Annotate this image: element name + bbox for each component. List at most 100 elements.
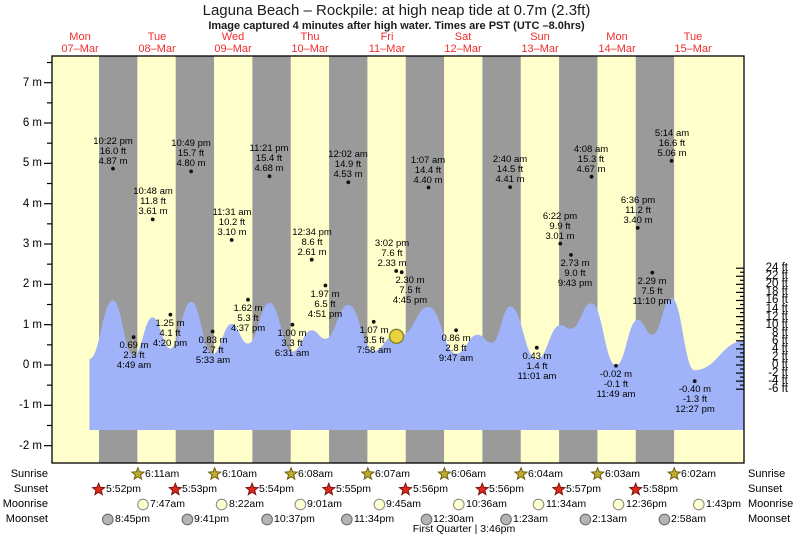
axis-label-right: 14 ft	[765, 303, 788, 315]
current-time-marker	[388, 328, 405, 344]
moonrise-circle-icon	[692, 498, 705, 511]
moonset-circle-icon	[579, 513, 592, 526]
tide-annotation: 2.73 m 9.0 ft 9:43 pm	[557, 258, 593, 289]
axis-label-right: 6 ft	[772, 335, 788, 347]
tide-annotation: 10:49 pm 15.7 ft 4.80 m	[171, 138, 211, 169]
tide-dot	[394, 269, 399, 273]
day-label: Wed 09–Mar	[214, 31, 252, 55]
moon-phase-text: First Quarter | 3:46pm	[412, 523, 516, 535]
tide-annotation: 10:48 am 11.8 ft 3.61 m	[133, 186, 173, 217]
day-label: Mon 14–Mar	[598, 31, 636, 55]
page-subtitle: Image captured 4 minutes after high wate…	[208, 20, 585, 32]
axis-label-right: 22 ft	[765, 270, 788, 282]
row-label-sunrise-left: Sunrise	[10, 468, 48, 480]
sun-moon-time: 6:06am	[451, 468, 487, 480]
moonset-circle-icon	[261, 513, 273, 526]
sun-moon-time: 6:08am	[298, 468, 334, 480]
day-label: Mon 07–Mar	[61, 31, 99, 55]
sunrise-star-icon	[437, 466, 452, 481]
sun-moon-time: 5:56pm	[413, 483, 449, 495]
tide-dot	[131, 335, 136, 340]
moonset-circle-icon	[500, 513, 512, 526]
tide-dot	[635, 226, 640, 230]
axis-label-right: 16 ft	[765, 294, 788, 306]
axis-label-right: 12 ft	[765, 311, 788, 323]
tide-dot	[534, 345, 539, 350]
sun-moon-time: 6:10am	[222, 468, 258, 480]
tide-curve	[89, 298, 745, 430]
tide-annotation: 11:21 pm 15.4 ft 4.68 m	[249, 143, 289, 174]
axis-label-left: 7 m	[22, 77, 42, 89]
tide-dot	[346, 180, 351, 185]
axis-label-right: 10 ft	[765, 319, 788, 331]
sun-moon-time: 6:11am	[145, 468, 180, 480]
sunset-star-icon	[244, 481, 260, 496]
tide-annotation: 5:14 am 16.6 ft 5.06 m	[654, 128, 690, 159]
tide-annotation: 0.86 m 2.8 ft 9:47 am	[438, 333, 474, 364]
moonset-circle-icon	[181, 513, 194, 526]
tide-dot	[150, 217, 155, 222]
sunrise-star-icon	[666, 466, 682, 481]
sunset-star-icon	[551, 481, 567, 496]
tide-annotation: 11:31 am 10.2 ft 3.10 m	[212, 207, 252, 238]
axis-label-left: -1 m	[19, 399, 42, 411]
axis-label-right: -6 ft	[768, 383, 788, 395]
tide-dot	[246, 297, 250, 302]
sun-moon-time: 8:45pm	[115, 513, 151, 525]
tide-annotation: 0.69 m 2.3 ft 4:49 am	[116, 340, 152, 371]
tide-dot	[508, 185, 512, 190]
day-label: Tue 08–Mar	[138, 31, 176, 55]
tide-annotation: 6:36 pm 11.2 ft 3.40 m	[620, 195, 656, 226]
tide-dot	[290, 322, 295, 327]
tide-dot	[614, 363, 618, 368]
row-label-moonset-right: Moonset	[748, 513, 791, 525]
day-label: Sun 13–Mar	[521, 31, 559, 55]
sun-moon-time: 5:52pm	[106, 483, 142, 495]
sunrise-star-icon	[130, 466, 146, 481]
tide-annotation: 1.62 m 5.3 ft 4:37 pm	[230, 303, 266, 334]
tide-annotation: 12:34 pm 8.6 ft 2.61 m	[292, 227, 332, 258]
tide-dot	[229, 238, 234, 242]
row-label-sunset-right: Sunset	[748, 483, 783, 495]
moonrise-circle-icon	[294, 498, 307, 511]
tide-dot	[210, 329, 215, 334]
sun-moon-time: 9:41pm	[194, 513, 230, 525]
day-label: Thu 10–Mar	[291, 31, 329, 55]
moonrise-circle-icon	[532, 498, 545, 511]
sun-moon-time: 5:58pm	[643, 483, 679, 495]
axis-label-right: 4 ft	[772, 343, 788, 355]
moonrise-circle-icon	[215, 498, 228, 511]
tide-annotation: 2:40 am 14.5 ft 4.41 m	[492, 154, 528, 185]
moonrise-circle-icon	[612, 498, 625, 511]
tide-annotation: 2.30 m 7.5 ft 4:45 pm	[392, 275, 428, 306]
tide-dot	[589, 174, 594, 179]
sunrise-star-icon	[590, 466, 605, 481]
tide-annotation: -0.02 m -0.1 ft 11:49 am	[596, 369, 636, 400]
axis-label-left: 4 m	[22, 198, 42, 210]
tide-annotation: 1.00 m 3.3 ft 6:31 am	[274, 328, 310, 359]
sun-moon-time: 2:58am	[671, 513, 707, 525]
sunset-star-icon	[474, 481, 490, 496]
axis-label-right: 18 ft	[765, 286, 788, 298]
tide-dot	[323, 283, 328, 288]
axis-label-right: 20 ft	[765, 278, 788, 290]
tide-dot	[399, 270, 404, 275]
sunrise-star-icon	[207, 466, 222, 481]
sun-moon-time: 1:23am	[513, 513, 549, 525]
tide-dot	[309, 257, 314, 262]
moonrise-circle-icon	[373, 498, 386, 511]
axis-label-right: 2 ft	[772, 351, 788, 363]
day-label: Fri 11–Mar	[368, 31, 406, 55]
tide-dot	[426, 185, 431, 190]
tide-annotation: 0.43 m 1.4 ft 11:01 am	[517, 351, 557, 382]
sunrise-star-icon	[360, 466, 376, 481]
sunset-star-icon	[628, 481, 644, 496]
axis-label-left: -2 m	[19, 440, 42, 452]
tide-annotation: 10:22 pm 16.0 ft 4.87 m	[93, 136, 133, 167]
sun-moon-time: 5:57pm	[566, 483, 602, 495]
tide-dot	[371, 319, 376, 324]
sun-moon-time: 11:34am	[546, 498, 587, 510]
sun-moon-time: 6:07am	[375, 468, 411, 480]
tide-dot	[558, 241, 563, 246]
